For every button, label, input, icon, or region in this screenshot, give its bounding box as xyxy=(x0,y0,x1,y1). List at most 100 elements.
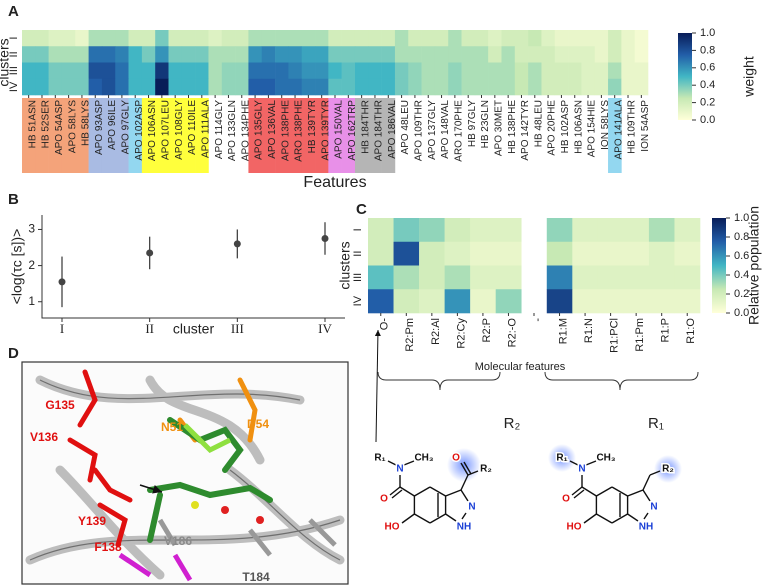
feature-group-box xyxy=(128,98,143,173)
row-label: III xyxy=(8,66,20,75)
heatmap-cell xyxy=(354,46,369,63)
ligand xyxy=(183,423,232,454)
heatmap-cell xyxy=(235,46,249,63)
heatmap-cell xyxy=(235,78,249,96)
feature-group-box xyxy=(381,98,396,173)
x-tick-label: APO 162TRP xyxy=(347,100,358,161)
bond xyxy=(460,474,469,491)
heatmap-cell xyxy=(22,46,36,63)
point xyxy=(321,234,329,242)
group-label: R₁ xyxy=(648,415,664,432)
x-tick-label: I xyxy=(60,321,64,336)
residue-label: G135 xyxy=(45,398,75,412)
heatmap-cell xyxy=(514,62,529,80)
x-tick-label: HB 109THR xyxy=(627,100,638,154)
feature-group-box xyxy=(88,98,103,173)
x-tick-label: R1:N xyxy=(583,318,595,343)
heatmap-cell xyxy=(568,78,582,96)
x-tick-label: HB 52SER xyxy=(41,100,52,148)
x-tick-label: O- xyxy=(379,318,391,331)
heatmap-cell xyxy=(128,30,143,47)
heatmap-cell xyxy=(408,62,422,80)
panel-label: D xyxy=(8,345,19,362)
bond xyxy=(585,460,597,466)
heatmap-cell xyxy=(648,289,675,314)
heatmap-cell xyxy=(501,30,516,47)
x-tick-label: HB 106ASN xyxy=(573,100,584,154)
x-tick-label: APO 97GLY xyxy=(121,100,132,155)
bond xyxy=(581,486,597,497)
x-tick-label: ARO 170PHE xyxy=(454,100,465,162)
x-tick-label: R2:-O xyxy=(506,318,518,348)
heatmap-cell xyxy=(61,62,76,80)
heatmap-cell xyxy=(541,46,556,63)
heatmap-cell xyxy=(674,218,701,243)
heatmap-cell xyxy=(501,46,516,63)
atom-label: R₁ xyxy=(374,453,385,464)
residue-label: V136 xyxy=(30,430,58,444)
heatmap-cell xyxy=(461,62,476,80)
heatmap-cell xyxy=(248,78,263,96)
heatmap-cell xyxy=(581,78,596,96)
x-tick-label: R1:P xyxy=(660,318,672,342)
x-tick-label: APO 135GLY xyxy=(254,100,265,160)
heatmap-cell xyxy=(328,78,342,96)
highlight xyxy=(654,455,682,483)
x-tick-label: APO 139TYR xyxy=(320,100,331,161)
heatmap-cell xyxy=(394,62,409,80)
heatmap-cell xyxy=(434,78,449,96)
heatmap-cell xyxy=(408,46,422,63)
x-tick-label: IV xyxy=(318,321,332,336)
heatmap-cell xyxy=(235,62,249,80)
heatmap-cell xyxy=(341,46,356,63)
heatmap-cell xyxy=(22,30,36,47)
x-tick-label: APO 141ALA xyxy=(613,100,624,160)
heatmap-cell xyxy=(288,78,303,96)
axis-label: Features xyxy=(303,174,366,191)
heatmap-cell xyxy=(546,241,573,266)
feature-group-box xyxy=(354,98,369,173)
heatmap-cell xyxy=(261,46,276,63)
bond xyxy=(445,489,462,497)
heatmap-cell xyxy=(434,62,449,80)
heatmap-cell xyxy=(195,46,209,63)
x-tick-label: R2:Pm xyxy=(404,318,416,352)
heatmap-cell xyxy=(181,62,196,80)
heatmap-cell xyxy=(514,78,529,96)
heatmap-cell xyxy=(648,265,675,290)
axis-label: Molecular features xyxy=(475,361,566,373)
colorbar-label: Relative population xyxy=(746,206,762,325)
heatmap-cell xyxy=(541,30,556,47)
heatmap-cell xyxy=(623,289,650,314)
atom-label: NH xyxy=(639,522,653,533)
heatmap-cell xyxy=(208,46,223,63)
heatmap-cell xyxy=(674,241,701,266)
heatmap-cell xyxy=(597,241,624,266)
heatmap-cell xyxy=(155,62,169,80)
heatmap-cell xyxy=(394,46,409,63)
feature-group-box xyxy=(48,98,63,173)
heatmap-cell xyxy=(572,289,599,314)
heatmap-cell xyxy=(75,46,89,63)
bond xyxy=(583,513,597,524)
feature-group-box xyxy=(248,98,263,173)
bracket xyxy=(377,371,501,391)
atom-label: R₂ xyxy=(480,464,492,475)
heatmap-cell xyxy=(528,46,542,63)
colorbar-tick-label: 1.0 xyxy=(700,27,715,39)
x-tick-label: R2:P xyxy=(481,318,493,342)
heatmap-cell xyxy=(554,78,569,96)
heatmap-cell xyxy=(288,30,303,47)
heatmap-cell xyxy=(48,78,63,96)
x-tick-label: APO 20PHE xyxy=(547,100,558,156)
bond xyxy=(399,486,415,497)
colorbar xyxy=(712,218,726,313)
heatmap-cell xyxy=(514,30,529,47)
colorbar-tick-label: 0.2 xyxy=(700,97,715,109)
heatmap-cell xyxy=(621,30,635,47)
heatmap-cell xyxy=(648,241,675,266)
bond xyxy=(387,460,397,466)
heatmap-cell xyxy=(261,78,276,96)
heatmap-cell xyxy=(393,241,420,266)
heatmap-cell xyxy=(221,78,236,96)
